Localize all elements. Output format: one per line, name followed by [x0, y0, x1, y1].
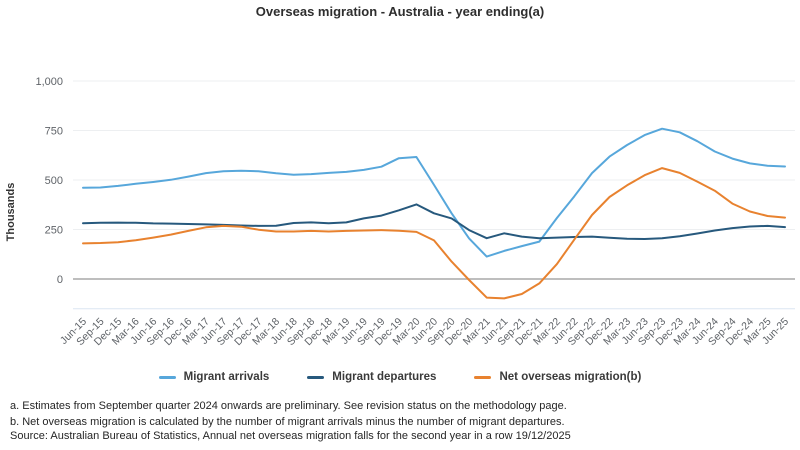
series-line-net-overseas-migration-b[interactable]: [82, 167, 786, 300]
chart-title: Overseas migration - Australia - year en…: [255, 4, 545, 19]
y-axis-title: Thousands: [5, 183, 17, 242]
series-line-migrant-arrivals[interactable]: [82, 127, 786, 258]
source-attribution: Source: Australian Bureau of Statistics,…: [10, 430, 571, 442]
legend-label: Net overseas migration(b): [499, 371, 642, 383]
y-axis-tick-label: 0: [57, 274, 63, 286]
footnote-a: a. Estimates from September quarter 2024…: [10, 400, 567, 412]
legend-label: Migrant departures: [332, 371, 437, 383]
legend-item-migrant-arrivals[interactable]: Migrant arrivals: [158, 371, 270, 383]
footnote-b: b. Net overseas migration is calculated …: [10, 415, 565, 428]
line-swatch-icon: [158, 375, 176, 379]
y-axis-tick-label: 750: [45, 126, 63, 138]
chart-legend: Migrant arrivals Migrant departures Net …: [0, 371, 800, 383]
legend-item-migrant-departures[interactable]: Migrant departures: [307, 371, 436, 383]
chart-footnotes: a. Estimates from September quarter 2024…: [10, 399, 790, 430]
line-swatch-icon: [474, 375, 492, 379]
legend-item-net-overseas-migration[interactable]: Net overseas migration(b): [474, 371, 641, 383]
legend-label: Migrant arrivals: [183, 371, 270, 383]
y-axis-tick-label: 500: [45, 175, 63, 187]
y-axis-tick-label: 250: [45, 225, 63, 237]
y-axis-tick-label: 1,000: [35, 76, 63, 88]
series-line-migrant-departures[interactable]: [82, 203, 786, 240]
migration-line-chart[interactable]: 02505007501,000ThousandsJun-15Sep-15Dec-…: [0, 0, 800, 368]
line-swatch-icon: [307, 375, 325, 379]
